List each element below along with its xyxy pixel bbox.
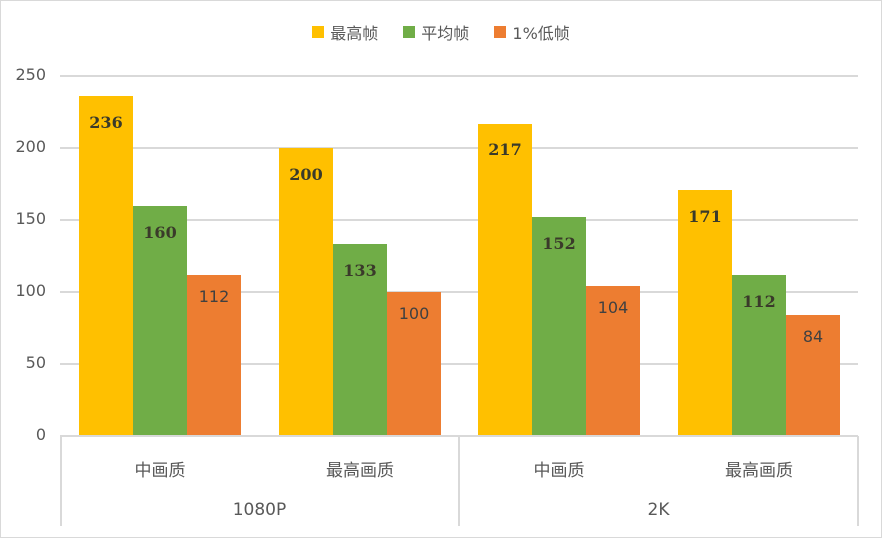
legend-item-max-fps[interactable]: 最高帧 [312,20,378,44]
y-tick-label: 100 [15,281,46,300]
data-label: 84 [802,327,824,346]
bar-avg-fps[interactable] [732,275,786,436]
bar-max-fps[interactable] [279,148,333,436]
x-subcategory-label: 中画质 [134,461,186,481]
data-label: 152 [542,234,576,253]
y-tick-label: 250 [15,65,46,84]
data-label: 112 [198,287,230,306]
bar-1pct-low-fps[interactable] [786,315,840,436]
data-label: 200 [289,165,323,184]
y-tick-label: 0 [35,425,46,444]
bar-avg-fps[interactable] [133,206,187,436]
bar-avg-fps[interactable] [333,244,387,436]
gridline-150 [60,219,858,221]
gridline-200 [60,147,858,149]
legend-item-avg-fps[interactable]: 平均帧 [403,20,469,44]
gridline-250 [60,75,858,77]
legend-swatch-icon [403,26,416,38]
x-subcategory-label: 中画质 [533,461,585,481]
gridline-100 [60,291,858,293]
data-label: 171 [688,207,722,226]
bar-1pct-low-fps[interactable] [187,275,241,436]
y-tick-label: 200 [15,137,46,156]
legend-swatch-icon [494,26,507,38]
axis-divider-right [857,436,859,526]
data-label: 100 [398,304,430,323]
legend-label: 平均帧 [421,24,470,43]
x-subcategory-label: 最高画质 [326,461,394,481]
x-group-label: 1080P [232,500,287,520]
data-label: 217 [488,140,522,159]
data-label: 133 [343,261,377,280]
legend-item-1pct-low-fps[interactable]: 1%低帧 [494,20,570,44]
bar-max-fps[interactable] [79,96,133,436]
x-group-label: 2K [647,500,670,520]
bar-avg-fps[interactable] [532,217,586,436]
data-label: 160 [143,223,177,242]
legend-swatch-icon [312,26,325,38]
y-tick-label: 150 [15,209,46,228]
axis-divider-middle [458,436,460,526]
axis-divider-left [60,436,62,526]
bar-1pct-low-fps[interactable] [586,286,640,436]
gridline-50 [60,363,858,365]
bar-max-fps[interactable] [478,124,532,436]
bar-max-fps[interactable] [678,190,732,436]
x-subcategory-label: 最高画质 [725,461,793,481]
data-label: 104 [597,298,629,317]
data-label: 236 [89,113,123,132]
bar-1pct-low-fps[interactable] [387,292,441,436]
y-tick-label: 50 [25,353,46,372]
legend-label: 1%低帧 [512,24,570,43]
chart-legend: 最高帧 平均帧 1%低帧 [0,20,882,44]
legend-label: 最高帧 [330,24,379,43]
data-label: 112 [742,292,776,311]
